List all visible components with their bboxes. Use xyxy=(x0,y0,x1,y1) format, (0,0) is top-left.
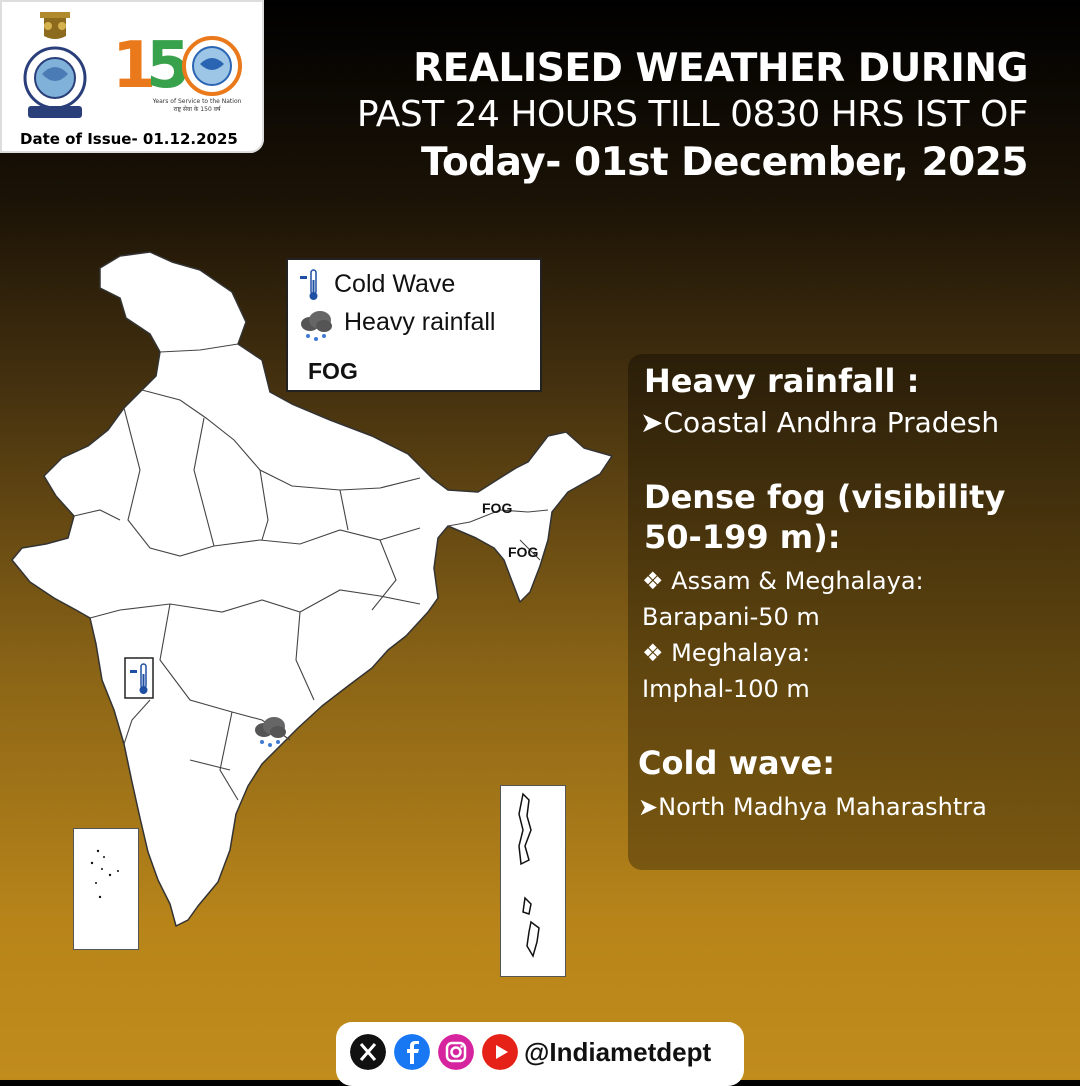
page-title: REALISED WEATHER DURING PAST 24 HOURS TI… xyxy=(356,46,1029,188)
legend-heavy-rainfall-label: Heavy rainfall xyxy=(344,308,496,336)
fog-state-2: ❖ Meghalaya: xyxy=(642,639,811,667)
title-line-3: Today- 01st December, 2025 xyxy=(421,140,1028,185)
instagram-icon[interactable] xyxy=(438,1034,474,1070)
imd-emblem-icon xyxy=(23,12,87,118)
logo-150-years: 1 5 Years of Service to the Nation राष्ट… xyxy=(112,29,242,113)
heavy-rainfall-item: ➤Coastal Andhra Pradesh xyxy=(640,406,1000,439)
title-line-1: REALISED WEATHER DURING xyxy=(413,46,1028,91)
logo-tagline: Years of Service to the Nation xyxy=(152,98,242,105)
x-icon[interactable] xyxy=(350,1034,386,1070)
legend-fog-label: FOG xyxy=(308,358,358,384)
fog-place-2: Imphal-100 m xyxy=(642,675,810,703)
legend-cold-wave-label: Cold Wave xyxy=(334,270,456,298)
social-bar: @Indiametdept xyxy=(336,1022,744,1086)
map-fog-label: FOG xyxy=(508,544,539,560)
imd-seal-icon xyxy=(182,36,242,96)
dense-fog-heading-2: 50-199 m): xyxy=(644,518,841,556)
logo-tagline-hindi: राष्ट्र सेवा के 150 वर्ष xyxy=(173,106,221,113)
thermometer-icon xyxy=(130,663,148,694)
fog-state-1: ❖ Assam & Meghalaya: xyxy=(642,567,924,595)
cold-wave-item: ➤North Madhya Maharashtra xyxy=(638,793,987,821)
info-panel: Heavy rainfall : ➤Coastal Andhra Pradesh… xyxy=(628,354,1080,870)
fog-place-1: Barapani-50 m xyxy=(642,603,820,631)
dense-fog-heading-1: Dense fog (visibility xyxy=(644,478,1006,516)
lakshadweep-inset xyxy=(73,828,139,950)
map-fog-label: FOG xyxy=(482,500,513,516)
youtube-icon[interactable] xyxy=(482,1034,518,1070)
facebook-icon[interactable] xyxy=(394,1034,430,1070)
map-legend: Cold Wave Heavy rainfall FOG xyxy=(286,258,542,392)
logo-card: 1 5 Years of Service to the Nation राष्ट… xyxy=(0,0,264,153)
heavy-rainfall-heading: Heavy rainfall : xyxy=(644,362,920,400)
social-handle[interactable]: @Indiametdept xyxy=(524,1037,712,1067)
issue-date: Date of Issue- 01.12.2025 xyxy=(20,130,238,148)
andaman-nicobar-inset xyxy=(500,785,566,977)
india-mainland xyxy=(11,251,613,927)
cold-wave-heading: Cold wave: xyxy=(638,744,835,782)
thermometer-icon xyxy=(300,269,318,300)
rain-cloud-icon xyxy=(255,717,286,747)
title-line-2: PAST 24 HOURS TILL 0830 HRS IST OF xyxy=(356,94,1029,135)
india-map xyxy=(11,251,613,927)
rain-cloud-icon xyxy=(301,311,332,341)
